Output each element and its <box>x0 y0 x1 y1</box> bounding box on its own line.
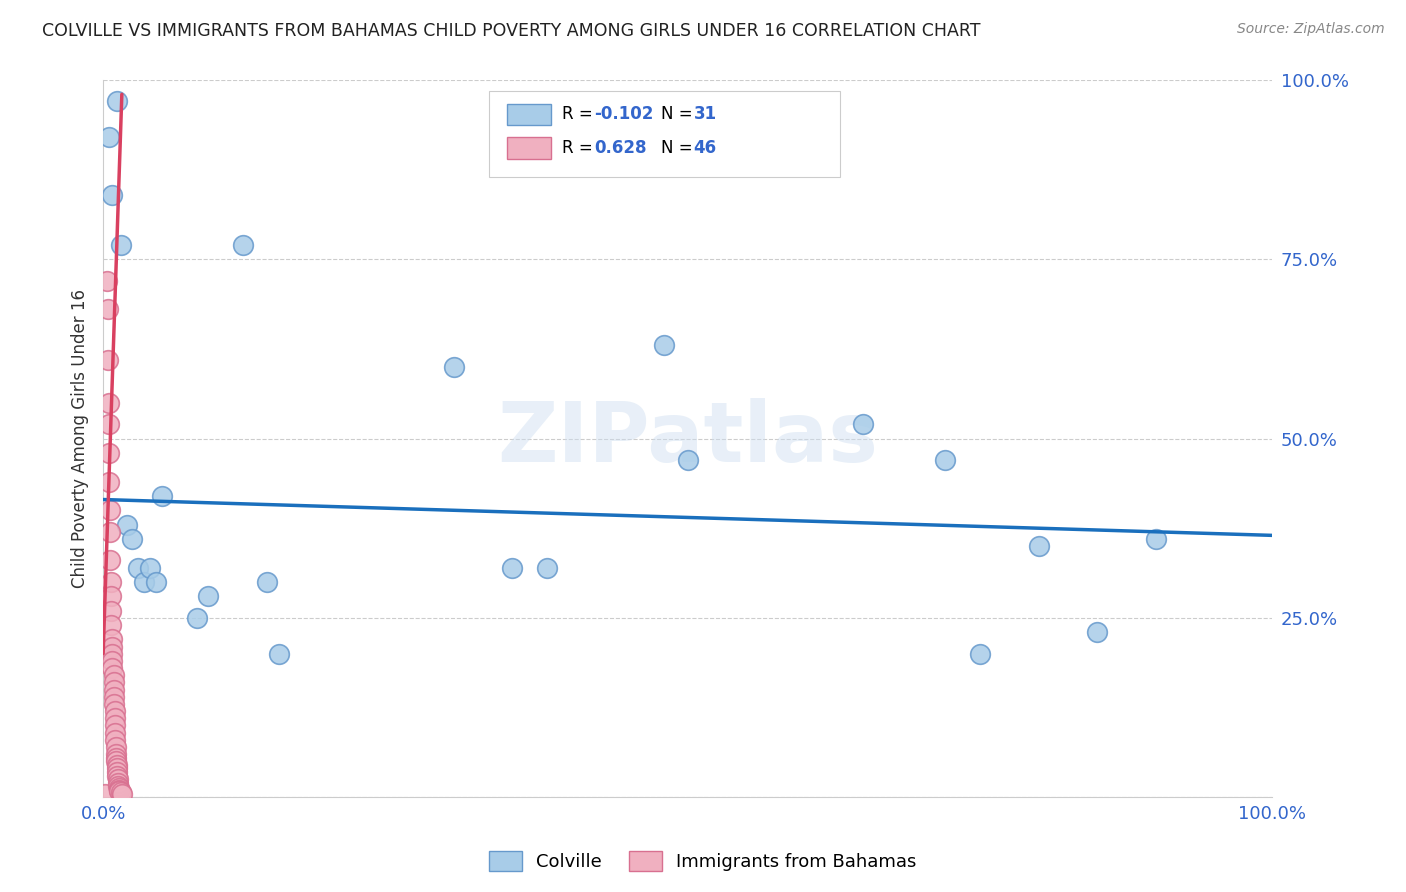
Text: ZIPatlas: ZIPatlas <box>498 398 879 479</box>
Point <box>110 785 132 799</box>
Text: Source: ZipAtlas.com: Source: ZipAtlas.com <box>1237 22 1385 37</box>
Point <box>103 682 125 697</box>
Point <box>654 338 676 352</box>
Point <box>94 787 117 801</box>
Point <box>108 783 131 797</box>
Point <box>676 453 699 467</box>
FancyBboxPatch shape <box>489 91 839 177</box>
Point <box>232 238 254 252</box>
Text: 0.628: 0.628 <box>595 139 647 157</box>
Point <box>108 780 131 795</box>
Point <box>105 95 128 109</box>
Point <box>101 654 124 668</box>
Point <box>443 359 465 374</box>
Point <box>98 553 121 567</box>
Point <box>98 524 121 539</box>
Point <box>105 765 128 780</box>
Text: R =: R = <box>561 105 598 123</box>
Point <box>104 739 127 754</box>
Point <box>111 787 134 801</box>
Point <box>267 647 290 661</box>
Point <box>536 560 558 574</box>
Text: 46: 46 <box>693 139 717 157</box>
Point <box>145 574 167 589</box>
Point <box>852 417 875 432</box>
FancyBboxPatch shape <box>506 137 551 159</box>
Point <box>100 618 122 632</box>
Point <box>108 784 131 798</box>
Point <box>104 750 127 764</box>
Point <box>98 475 121 489</box>
Point <box>103 697 125 711</box>
Text: N =: N = <box>661 105 697 123</box>
FancyBboxPatch shape <box>506 103 551 125</box>
Point <box>104 704 127 718</box>
Point <box>150 489 173 503</box>
Point <box>1144 532 1167 546</box>
Point <box>256 574 278 589</box>
Point <box>104 747 127 761</box>
Point <box>101 632 124 647</box>
Point <box>121 532 143 546</box>
Point <box>139 560 162 574</box>
Point <box>104 711 127 725</box>
Point <box>98 446 121 460</box>
Text: COLVILLE VS IMMIGRANTS FROM BAHAMAS CHILD POVERTY AMONG GIRLS UNDER 16 CORRELATI: COLVILLE VS IMMIGRANTS FROM BAHAMAS CHIL… <box>42 22 980 40</box>
Point <box>100 574 122 589</box>
Y-axis label: Child Poverty Among Girls Under 16: Child Poverty Among Girls Under 16 <box>72 289 89 588</box>
Point <box>103 675 125 690</box>
Point <box>1028 539 1050 553</box>
Point <box>98 417 121 432</box>
Point <box>104 725 127 739</box>
Point <box>97 352 120 367</box>
Point <box>105 769 128 783</box>
Point <box>105 757 128 772</box>
Point <box>934 453 956 467</box>
Point <box>197 590 219 604</box>
Point <box>105 762 128 776</box>
Point <box>101 647 124 661</box>
Point <box>100 590 122 604</box>
Point <box>110 238 132 252</box>
Text: N =: N = <box>661 139 697 157</box>
Point <box>100 604 122 618</box>
Point <box>115 517 138 532</box>
Text: -0.102: -0.102 <box>595 105 654 123</box>
Text: 31: 31 <box>693 105 717 123</box>
Point <box>104 754 127 768</box>
Point <box>1085 625 1108 640</box>
Text: R =: R = <box>561 139 598 157</box>
Point <box>501 560 523 574</box>
Point <box>107 772 129 787</box>
Point <box>107 780 129 794</box>
Point <box>98 503 121 517</box>
Point <box>127 560 149 574</box>
Point <box>104 718 127 732</box>
Point <box>101 640 124 654</box>
Point <box>97 302 120 317</box>
Point <box>101 661 124 675</box>
Point <box>132 574 155 589</box>
Point <box>96 274 118 288</box>
Legend: Colville, Immigrants from Bahamas: Colville, Immigrants from Bahamas <box>482 844 924 879</box>
Point <box>98 130 121 145</box>
Point <box>107 776 129 790</box>
Point <box>103 668 125 682</box>
Point <box>98 395 121 409</box>
Point <box>101 187 124 202</box>
Point <box>969 647 991 661</box>
Point <box>104 732 127 747</box>
Point <box>103 690 125 704</box>
Point <box>186 611 208 625</box>
